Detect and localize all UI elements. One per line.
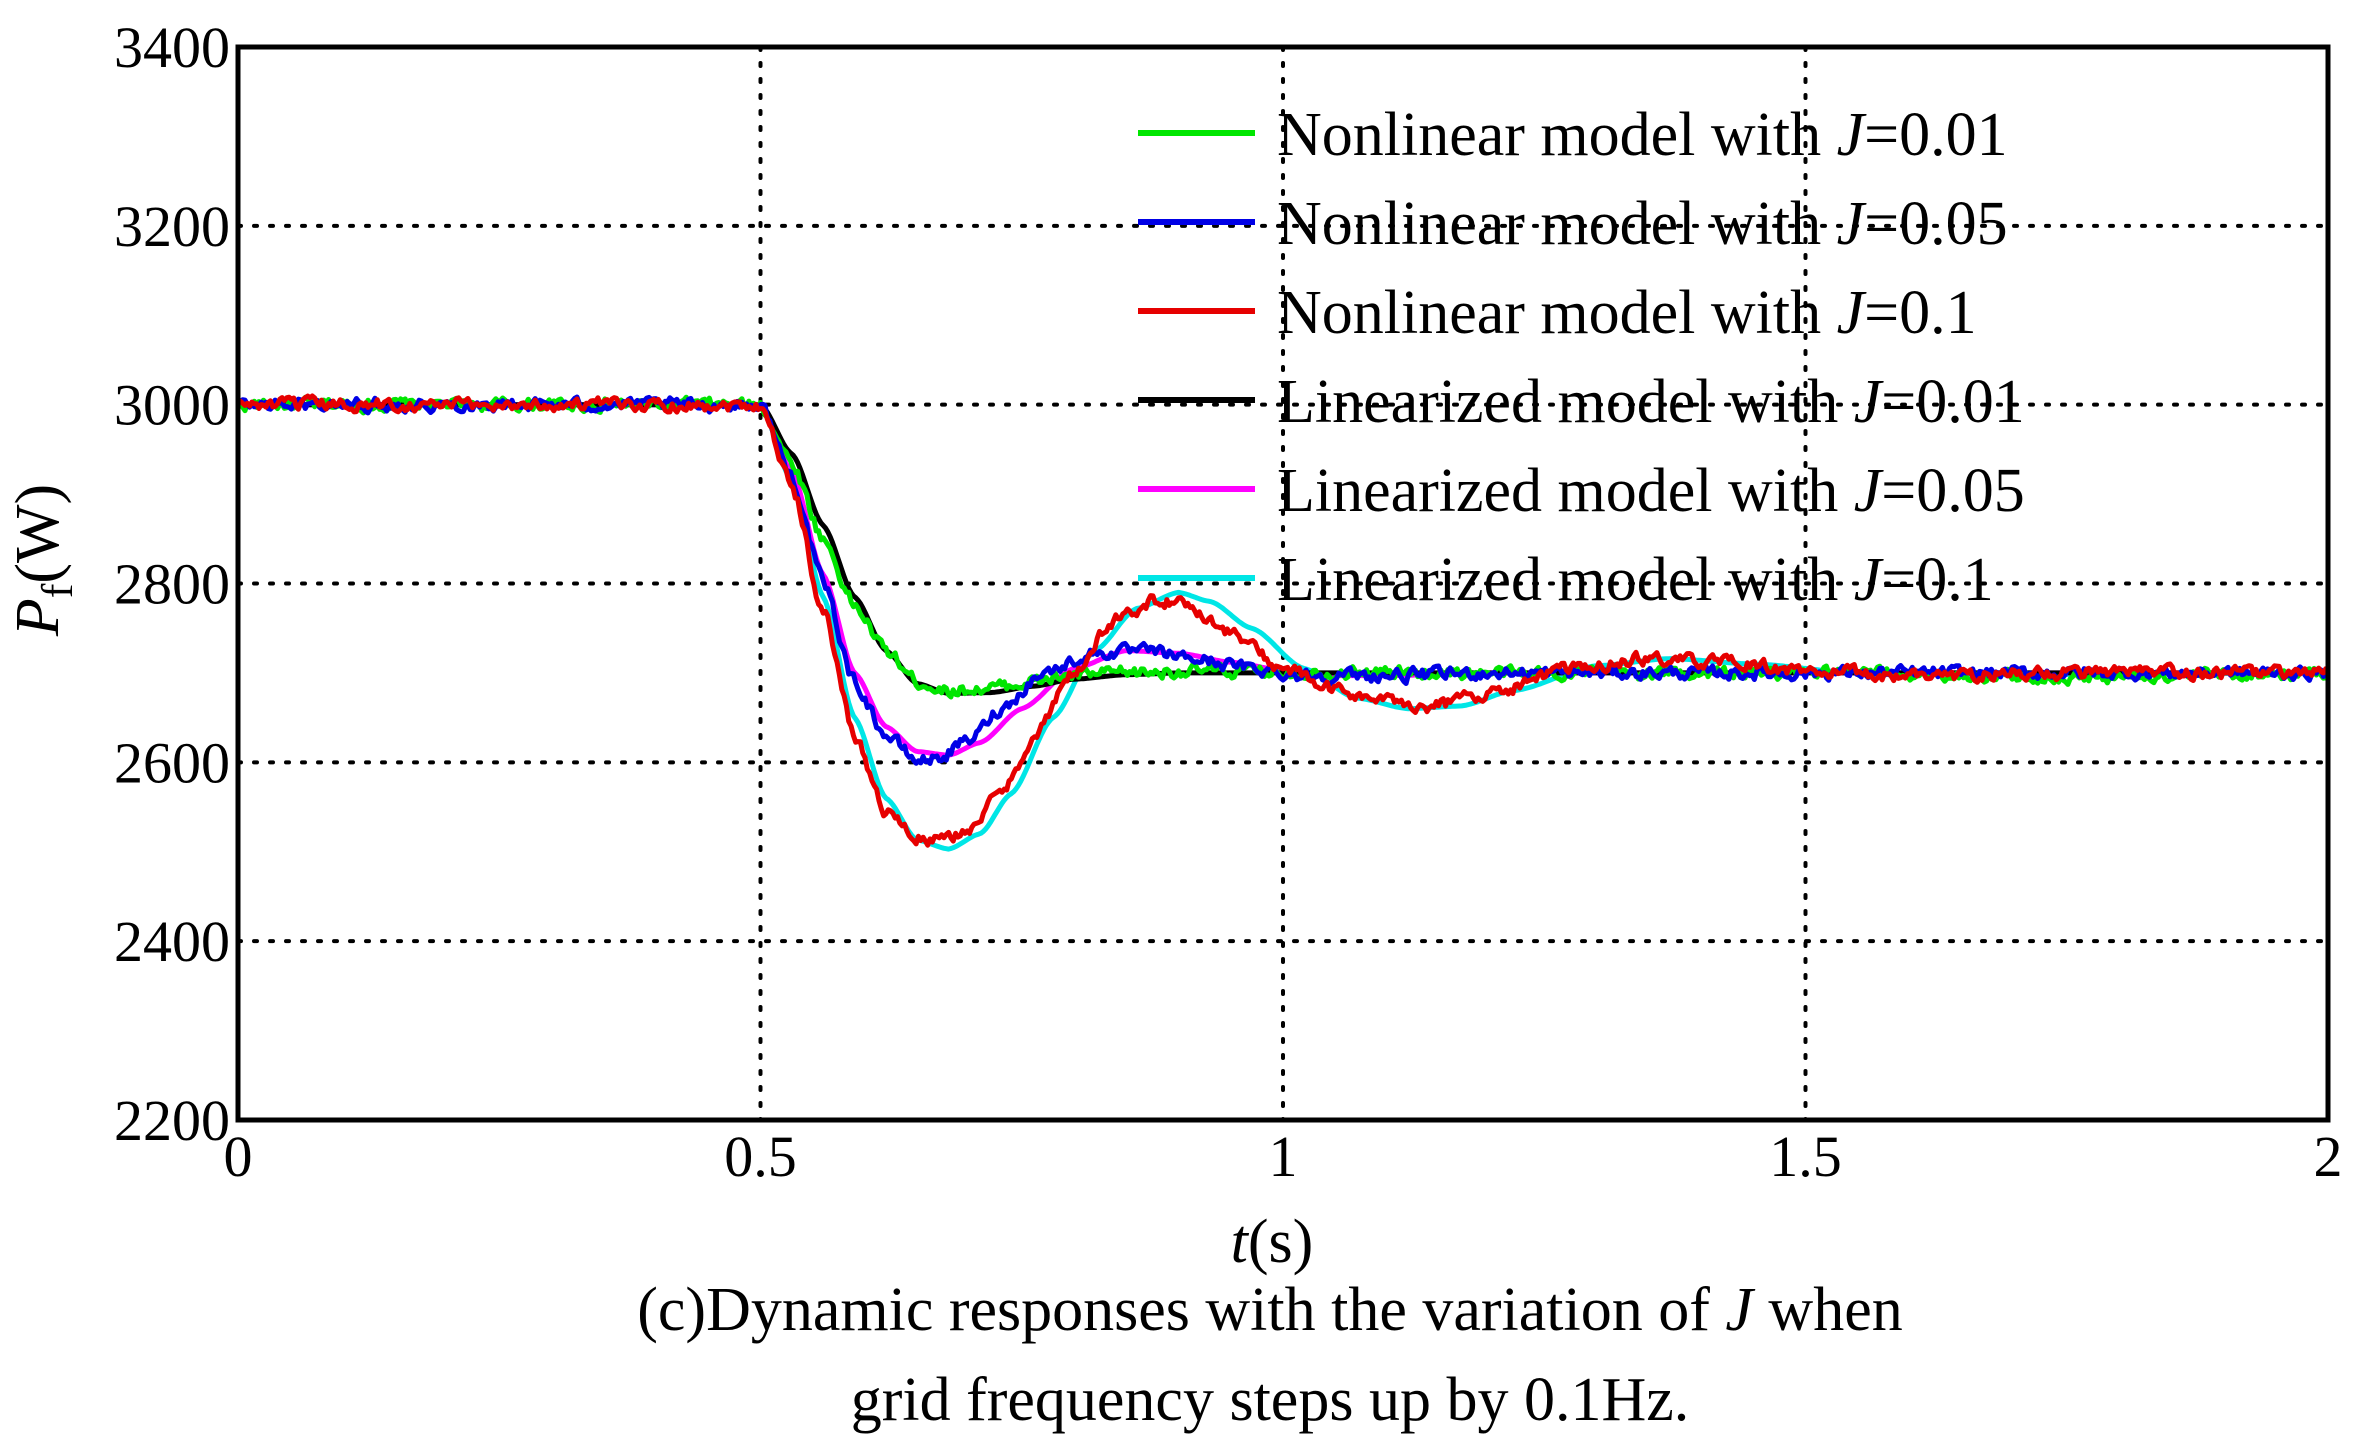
series-line — [237, 394, 2331, 766]
y-tick-label: 2800 — [114, 552, 230, 617]
legend: Nonlinear model with J=0.01 Nonlinear mod… — [1138, 101, 2025, 614]
caption-line-1: (c)Dynamic responses with the variation … — [637, 1276, 1902, 1344]
x-tick-label: 2 — [2314, 1124, 2343, 1189]
plot-frame — [235, 44, 2331, 1123]
legend-label: Linearized model with J=0.1 — [1277, 546, 1994, 614]
y-tick-label: 3000 — [114, 373, 230, 438]
caption-line-2: grid frequency steps up by 0.1Hz. — [851, 1366, 1690, 1434]
legend-label: Nonlinear model with J=0.1 — [1277, 279, 1977, 347]
x-tick-labels: 0 0.5 1 1.5 2 — [224, 1124, 2343, 1189]
x-tick-label: 0.5 — [724, 1124, 797, 1189]
legend-label: Linearized model with J=0.01 — [1277, 368, 2025, 436]
legend-label: Nonlinear model with J=0.05 — [1277, 190, 2008, 258]
caption-var: J — [1725, 1276, 1755, 1344]
series-line — [236, 393, 2331, 848]
y-tick-label: 2400 — [114, 909, 230, 974]
x-tick-label: 0 — [224, 1124, 253, 1189]
y-tick-label: 2200 — [114, 1088, 230, 1153]
legend-label: Nonlinear model with J=0.01 — [1277, 101, 2008, 169]
caption-suffix: when — [1753, 1276, 1903, 1344]
x-axis-var: t — [1231, 1208, 1250, 1276]
y-tick-label: 3400 — [114, 15, 230, 80]
x-axis-label: t(s) — [1231, 1208, 1314, 1276]
y-tick-labels: 2200 2400 2600 2800 3000 3200 3400 — [114, 15, 230, 1153]
legend-label: Linearized model with J=0.05 — [1277, 457, 2025, 525]
caption-prefix: (c)Dynamic responses with the variation … — [637, 1276, 1725, 1344]
y-axis-var: P — [4, 598, 72, 637]
x-tick-label: 1 — [1269, 1124, 1298, 1189]
grid-lines — [236, 45, 2330, 1122]
y-axis-label: Pf(W) — [4, 484, 82, 637]
y-axis-sub: f — [33, 583, 82, 598]
x-axis-unit: (s) — [1248, 1208, 1313, 1276]
y-axis-unit: (W) — [4, 484, 72, 584]
y-tick-label: 3200 — [114, 194, 230, 259]
x-tick-label: 1.5 — [1769, 1124, 1842, 1189]
series-lines — [236, 393, 2331, 852]
y-tick-label: 2600 — [114, 730, 230, 795]
